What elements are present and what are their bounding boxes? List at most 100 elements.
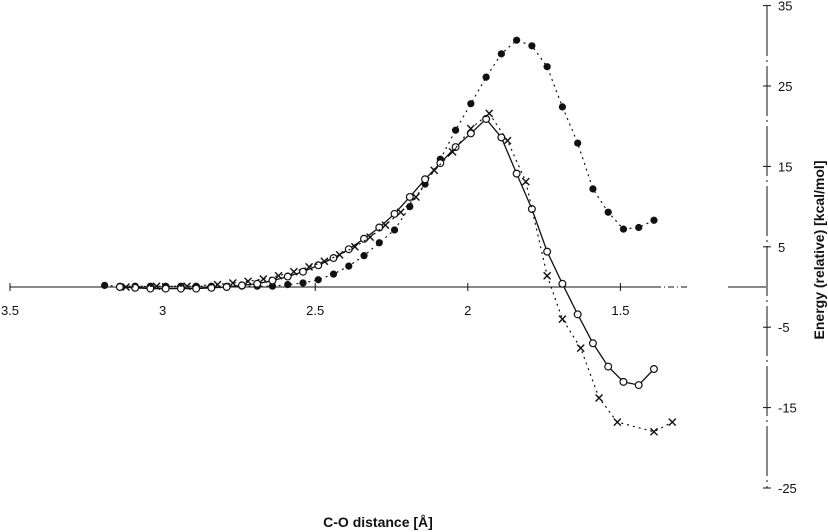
data-point-filled [543, 63, 551, 71]
data-point-cross [396, 208, 405, 217]
data-point-cross [448, 147, 457, 156]
y-tick-label: 15 [778, 159, 792, 174]
data-point-open [131, 283, 140, 292]
data-point-filled [101, 281, 109, 289]
data-point-open [360, 234, 369, 243]
data-point-cross [430, 166, 439, 175]
data-point-open [573, 310, 582, 319]
series-filled-circle [101, 36, 658, 290]
data-point-filled [390, 226, 399, 234]
data-point-filled [513, 36, 521, 44]
data-point-open [619, 377, 628, 386]
data-point-open [421, 175, 430, 184]
data-point-filled [528, 42, 536, 50]
data-point-cross [152, 282, 161, 291]
data-point-open [405, 192, 414, 201]
data-point-cross [381, 221, 390, 230]
data-point-filled [451, 126, 460, 134]
data-point-filled [268, 282, 277, 290]
data-point-open [512, 169, 521, 178]
data-point-cross [466, 124, 475, 133]
data-point-filled [558, 103, 567, 111]
data-point-cross [320, 257, 329, 266]
data-point-cross [213, 280, 222, 289]
x-tick-label: 2 [464, 303, 471, 318]
x-axis-label: C-O distance [Å] [323, 514, 433, 530]
data-point-cross [350, 242, 359, 251]
data-point-open [314, 261, 323, 270]
series-line [125, 112, 673, 433]
data-point-cross [543, 271, 552, 280]
y-tick-label: 5 [778, 240, 785, 255]
data-point-cross [649, 427, 658, 436]
data-point-filled [467, 100, 475, 108]
data-point-open [268, 276, 277, 285]
data-point-cross [228, 278, 237, 287]
data-point-open [222, 283, 231, 292]
data-point-cross [613, 418, 622, 427]
data-point-filled [604, 208, 612, 216]
data-point-filled [635, 223, 643, 232]
data-point-filled [574, 139, 582, 147]
data-point-filled [299, 279, 307, 287]
data-point-filled [619, 225, 628, 233]
data-point-filled [329, 270, 338, 278]
data-point-cross [521, 177, 530, 186]
data-point-cross [558, 315, 567, 324]
data-point-open [634, 381, 643, 390]
data-point-filled [406, 203, 414, 211]
data-point-filled [345, 262, 353, 270]
y-tick-label: -15 [778, 401, 797, 416]
y-tick-label: 25 [778, 79, 792, 94]
data-point-open [283, 272, 292, 281]
data-point-cross [485, 109, 494, 118]
y-tick-label: -5 [778, 320, 790, 335]
data-point-cross [503, 136, 512, 145]
data-point-open [298, 267, 307, 276]
series-line [119, 118, 655, 386]
data-point-open [192, 284, 201, 293]
data-point-filled [360, 252, 368, 260]
x-tick-label: 3 [159, 303, 166, 318]
data-point-filled [314, 276, 322, 284]
data-point-open [436, 159, 445, 168]
data-point-open [604, 362, 613, 371]
data-point-filled [589, 185, 597, 193]
data-point-cross [244, 277, 253, 286]
data-point-open [649, 365, 658, 374]
data-point-open [344, 245, 353, 254]
data-point-filled [482, 73, 490, 81]
data-point-open [161, 284, 170, 293]
x-tick-label: 1.5 [611, 303, 629, 318]
data-point-open [527, 205, 536, 214]
data-point-cross [576, 344, 585, 353]
data-point-cross [411, 192, 420, 201]
data-point-open [588, 339, 597, 348]
data-point-cross [366, 233, 375, 242]
data-point-open [390, 209, 399, 218]
data-point-cross [595, 393, 604, 402]
data-point-cross [335, 250, 344, 259]
data-point-cross [274, 271, 283, 280]
x-tick-label: 2.5 [306, 303, 324, 318]
data-point-cross [289, 267, 298, 276]
y-tick-label: -25 [778, 481, 797, 496]
data-point-open [115, 283, 124, 292]
data-point-filled [497, 50, 505, 58]
data-point-cross [668, 418, 677, 427]
data-point-filled [284, 280, 292, 289]
y-tick-label: 35 [778, 0, 792, 14]
data-point-cross [183, 282, 192, 291]
data-point-open [543, 247, 552, 256]
axes [10, 6, 768, 488]
data-point-open [558, 279, 567, 288]
data-point-cross [259, 274, 268, 283]
series-line [104, 39, 655, 287]
x-tick-label: 3.5 [1, 303, 19, 318]
data-point-open [237, 281, 246, 290]
data-point-filled [375, 239, 383, 247]
series-open-circle [115, 114, 658, 390]
series-cross [121, 109, 677, 436]
data-point-cross [121, 283, 130, 291]
